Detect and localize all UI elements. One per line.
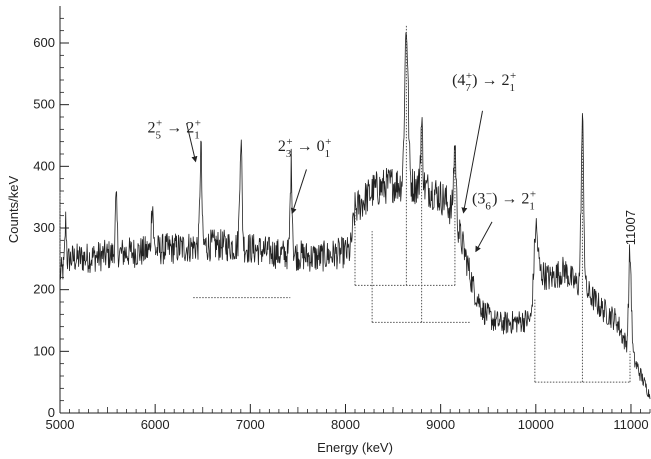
transition-arrow <box>475 221 493 253</box>
transition-arrow <box>186 123 198 163</box>
y-tick-label: 400 <box>33 158 55 173</box>
axes: 5000 6000 7000 8000 9000 10000 11000 0 100 200 300… <box>33 6 651 432</box>
gate-lines <box>193 284 631 383</box>
x-tick-label: 7000 <box>236 417 265 432</box>
x-tick-label: 9000 <box>426 417 455 432</box>
transition-arrow <box>290 169 307 215</box>
annotations: 25+ → 21+ 23+ → 01+ (47+) → 21+ (36−) → 21+ <box>148 70 536 253</box>
transition-label-ann4: (36−) → 21+ <box>472 188 536 212</box>
transition-label-ann1: 25+ → 21+ <box>148 117 201 141</box>
y-tick-label: 200 <box>33 282 55 297</box>
x-tick-label: 10000 <box>518 417 554 432</box>
x-tick-label: 6000 <box>141 417 170 432</box>
y-tick-label: 300 <box>33 220 55 235</box>
y-axis-title: Counts/keV <box>6 176 21 244</box>
gate-markers <box>59 25 631 383</box>
transition-label-ann2: 23+ → 01+ <box>278 136 331 160</box>
y-tick-label: 600 <box>33 35 55 50</box>
transition-label-ann3: (47+) → 21+ <box>452 70 516 94</box>
x-tick-label: 8000 <box>331 417 360 432</box>
x-tick-label: 11000 <box>613 417 648 432</box>
x-tick-label: 5000 <box>46 417 75 432</box>
transition-arrow <box>461 110 484 214</box>
y-tick-label: 0 <box>48 405 55 420</box>
spectrum-series-line <box>59 32 651 400</box>
y-tick-label: 500 <box>33 97 55 112</box>
x-axis-title: Energy (keV) <box>317 440 393 455</box>
y-tick-label: 100 <box>33 343 55 358</box>
peak-label-11007: 11007 <box>623 210 638 245</box>
